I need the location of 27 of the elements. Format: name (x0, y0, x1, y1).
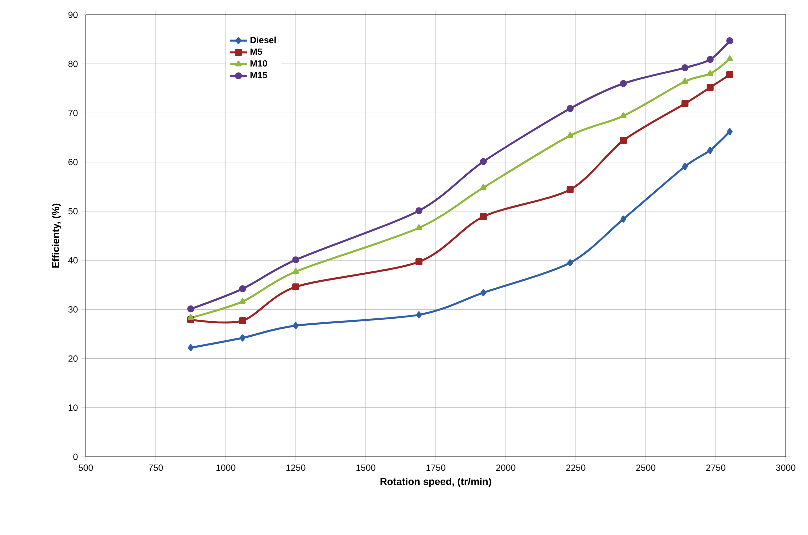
y-tick-label: 10 (68, 404, 78, 412)
y-axis-title: Efficienty, (%) (52, 204, 62, 268)
x-tick-label: 2250 (566, 464, 586, 472)
x-tick-label: 3000 (776, 464, 796, 472)
y-tick-label: 20 (68, 356, 78, 362)
legend-label: M10 (250, 60, 268, 67)
x-tick-label: 500 (78, 464, 94, 472)
x-tick-label: 1250 (286, 464, 306, 472)
x-axis-title: Rotation speed, (tr/min) (380, 478, 492, 488)
x-tick-label: 750 (148, 464, 164, 472)
x-tick-label: 2000 (496, 464, 516, 472)
x-tick-label: 2750 (706, 464, 726, 472)
y-tick-label: 30 (68, 306, 78, 313)
y-tick-label: 50 (68, 208, 78, 215)
y-tick-label: 80 (68, 60, 78, 68)
y-tick-label: 90 (68, 12, 78, 18)
y-tick-label: 40 (68, 257, 78, 264)
legend-label: M15 (250, 72, 268, 78)
legend-label: M5 (250, 48, 262, 56)
x-tick-label: 1500 (356, 464, 376, 472)
x-tick-label: 1000 (216, 464, 236, 472)
y-tick-label: 60 (68, 159, 78, 166)
x-tick-label: 2500 (636, 464, 656, 472)
y-tick-label: 70 (68, 110, 78, 116)
legend-label: Diesel (250, 36, 276, 44)
y-tick-label: 0 (74, 454, 78, 460)
x-tick-label: 1750 (426, 464, 446, 472)
